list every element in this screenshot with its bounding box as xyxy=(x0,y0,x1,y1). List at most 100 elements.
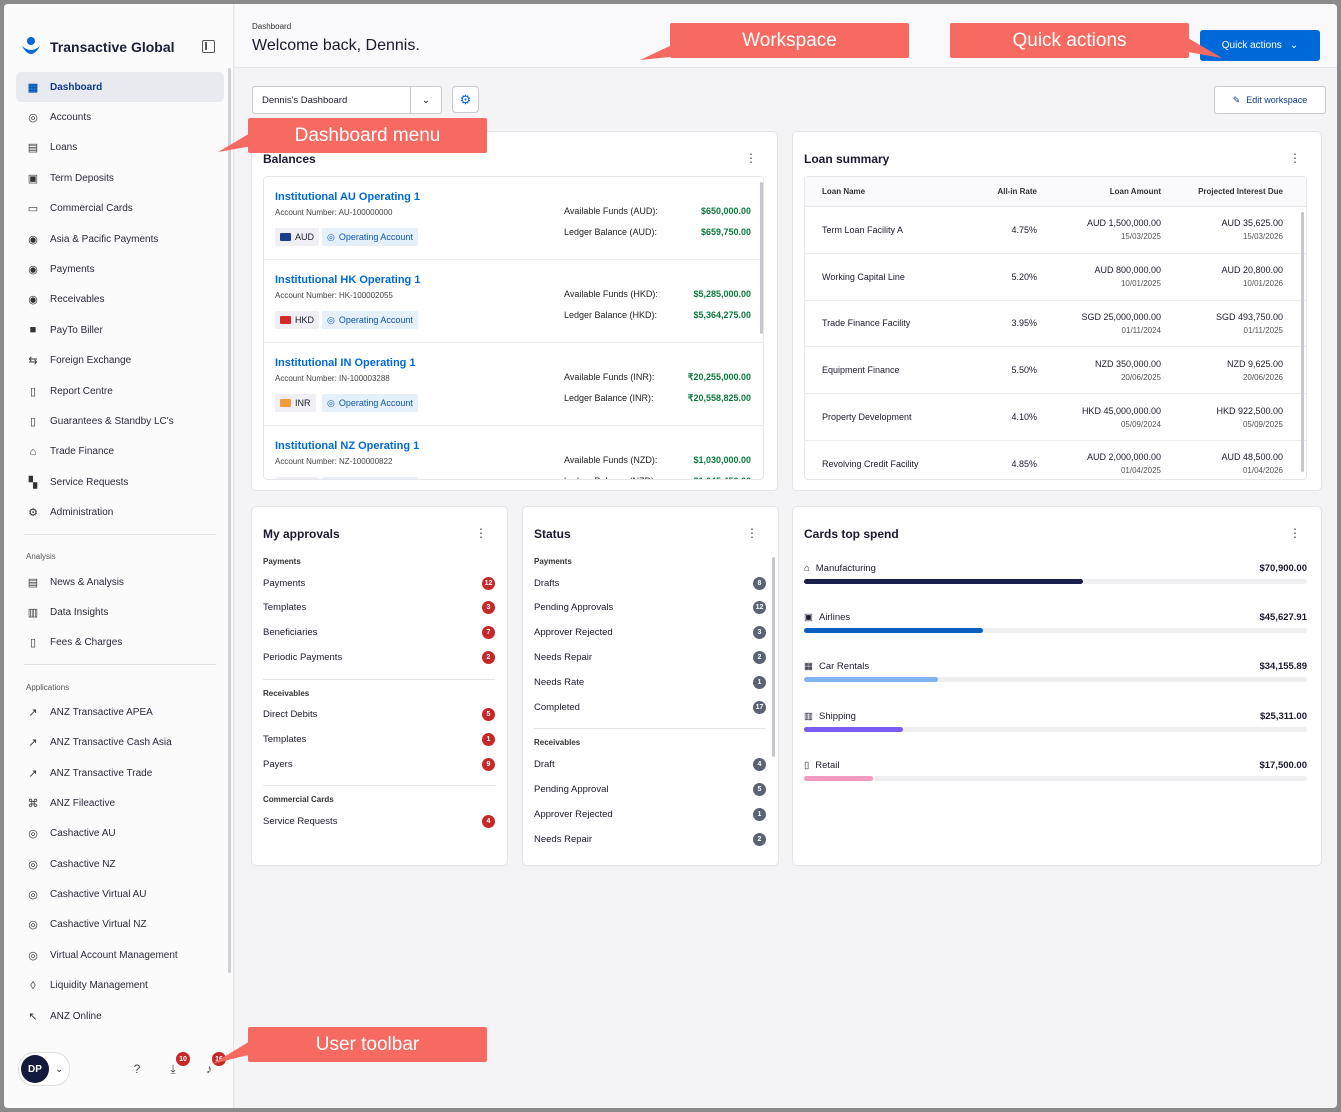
sidebar-item-receivables[interactable]: ◉ Receivables xyxy=(16,285,224,315)
account-name-link[interactable]: Institutional HK Operating 1 xyxy=(275,274,421,286)
column-header[interactable]: Projected Interest Due xyxy=(1198,187,1283,196)
sidebar-item-foreign-exchange[interactable]: ⇆ Foreign Exchange xyxy=(16,346,224,376)
breadcrumb[interactable]: Dashboard xyxy=(252,22,292,31)
user-menu-button[interactable]: DP ⌄ xyxy=(18,1052,71,1086)
account-name-link[interactable]: Institutional AU Operating 1 xyxy=(275,191,421,203)
spend-row[interactable]: ▣ Airlines $45,627.91 xyxy=(804,612,1307,652)
sidebar-item-anz-online[interactable]: ↖ ANZ Online xyxy=(16,1001,224,1031)
table-row[interactable]: Term Loan Facility A 4.75% AUD 1,500,000.0… xyxy=(805,207,1306,254)
brand[interactable]: Transactive Global xyxy=(20,36,175,58)
more-options-icon[interactable]: ⋮ xyxy=(1289,151,1301,165)
account-row[interactable]: Institutional NZ Operating 1 Account Numb… xyxy=(264,426,763,479)
list-item[interactable]: Payers 9 xyxy=(263,754,495,774)
list-item[interactable]: Needs Rate 1 xyxy=(534,673,766,693)
sidebar-item-trade-finance[interactable]: ⌂ Trade Finance xyxy=(16,437,224,467)
workspace-select[interactable]: Dennis's Dashboard ⌄ xyxy=(252,86,442,114)
list-item[interactable]: Pending Approvals 12 xyxy=(534,598,766,618)
bell-icon[interactable]: ♪ xyxy=(206,1062,212,1076)
list-item[interactable]: Pending Approval 5 xyxy=(534,779,766,799)
sidebar-item-anz-transactive-apea[interactable]: ↗ ANZ Transactive APEA xyxy=(16,697,224,727)
loan-amount-date: 10/01/2025 xyxy=(1120,279,1161,289)
spend-row[interactable]: ▦ Car Rentals $34,155.89 xyxy=(804,661,1307,701)
balances-scrollbar[interactable] xyxy=(760,182,763,334)
sidebar-item-administration[interactable]: ⚙ Administration xyxy=(16,497,224,527)
sidebar-item-cashactive-nz[interactable]: ◎ Cashactive NZ xyxy=(16,849,224,879)
sidebar-item-report-centre[interactable]: ▯ Report Centre xyxy=(16,376,224,406)
more-options-icon[interactable]: ⋮ xyxy=(475,526,487,540)
spend-row[interactable]: ▥ Shipping $25,311.00 xyxy=(804,711,1307,751)
status-scrollbar[interactable] xyxy=(772,557,775,757)
loan-name: Trade Finance Facility xyxy=(822,318,911,329)
loan-scrollbar[interactable] xyxy=(1301,212,1304,472)
sidebar-item-payments[interactable]: ◉ Payments xyxy=(16,254,224,284)
sidebar-item-asia-pacific-payments[interactable]: ◉ Asia & Pacific Payments xyxy=(16,224,224,254)
list-item[interactable]: Drafts 8 xyxy=(534,573,766,593)
sidebar-item-anz-fileactive[interactable]: ⌘ ANZ Fileactive xyxy=(16,788,224,818)
sidebar-item-cashactive-virtual-au[interactable]: ◎ Cashactive Virtual AU xyxy=(16,879,224,909)
account-row[interactable]: Institutional AU Operating 1 Account Numb… xyxy=(264,177,763,260)
list-item[interactable]: Service Requests 4 xyxy=(263,811,495,831)
list-item[interactable]: Templates 1 xyxy=(263,730,495,750)
list-item[interactable]: Needs Repair 2 xyxy=(534,648,766,668)
edit-workspace-button[interactable]: ✎ Edit workspace xyxy=(1214,86,1326,114)
column-header[interactable]: Loan Amount xyxy=(1109,187,1161,196)
spend-row[interactable]: ⌂ Manufacturing $70,900.00 xyxy=(804,563,1307,603)
account-name-link[interactable]: Institutional NZ Operating 1 xyxy=(275,440,420,452)
workspace-callout: Workspace xyxy=(670,23,909,58)
loan-amount: AUD 2,000,000.00 xyxy=(1086,452,1161,463)
sidebar-item-accounts[interactable]: ◎ Accounts xyxy=(16,102,224,132)
sidebar-item-liquidity-management[interactable]: ◊ Liquidity Management xyxy=(16,971,224,1001)
list-item-label: Payers xyxy=(263,758,293,770)
column-header[interactable]: All-in Rate xyxy=(997,187,1037,196)
sidebar-item-term-deposits[interactable]: ▣ Term Deposits xyxy=(16,163,224,193)
list-item[interactable]: Approver Rejected 3 xyxy=(534,623,766,643)
list-item[interactable]: Templates 3 xyxy=(263,598,495,618)
collapse-sidebar-icon[interactable] xyxy=(202,40,215,53)
download-icon[interactable]: ⤓ xyxy=(170,1061,176,1076)
sidebar-item-guarantees-standby-lc-s[interactable]: ▯ Guarantees & Standby LC's xyxy=(16,406,224,436)
sidebar-item-payto-biller[interactable]: ■ PayTo Biller xyxy=(16,315,224,345)
table-row[interactable]: Equipment Finance 5.50% NZD 350,000.00 20/0… xyxy=(805,347,1306,395)
sidebar-item-commercial-cards[interactable]: ▭ Commercial Cards xyxy=(16,194,224,224)
account-name-link[interactable]: Institutional IN Operating 1 xyxy=(275,357,416,369)
list-item[interactable]: Draft 4 xyxy=(534,754,766,774)
more-options-icon[interactable]: ⋮ xyxy=(745,151,757,165)
column-header[interactable]: Loan Name xyxy=(822,187,866,196)
sidebar-item-dashboard[interactable]: ▦ Dashboard xyxy=(16,72,224,103)
list-item[interactable]: Completed 17 xyxy=(534,698,766,718)
cash-icon: ◎ xyxy=(28,889,38,902)
sidebar-item-fees-charges[interactable]: ▯ Fees & Charges xyxy=(16,628,224,658)
list-item-label: Service Requests xyxy=(263,815,338,827)
table-row[interactable]: Trade Finance Facility 3.95% SGD 25,000,00… xyxy=(805,301,1306,348)
sidebar-item-news-analysis[interactable]: ▤ News & Analysis xyxy=(16,567,224,597)
list-item[interactable]: Needs Repair 2 xyxy=(534,829,766,849)
spend-row[interactable]: ▯ Retail $17,500.00 xyxy=(804,760,1307,800)
bag-icon: ▯ xyxy=(804,759,810,771)
quick-actions-button[interactable]: Quick actions ⌄ xyxy=(1200,30,1320,61)
account-row[interactable]: Institutional HK Operating 1 Account Numb… xyxy=(264,260,763,343)
account-row[interactable]: Institutional IN Operating 1 Account Numb… xyxy=(264,343,763,426)
sidebar-item-loans[interactable]: ▤ Loans xyxy=(16,133,224,163)
list-item[interactable]: Approver Rejected 1 xyxy=(534,804,766,824)
sidebar-item-cashactive-virtual-nz[interactable]: ◎ Cashactive Virtual NZ xyxy=(16,910,224,940)
list-item[interactable]: Periodic Payments 2 xyxy=(263,648,495,668)
list-item[interactable]: Beneficiaries 7 xyxy=(263,623,495,643)
sidebar-scrollbar[interactable] xyxy=(228,68,231,973)
sidebar-item-anz-transactive-cash-asia[interactable]: ↗ ANZ Transactive Cash Asia xyxy=(16,727,224,757)
table-row[interactable]: Revolving Credit Facility 4.85% AUD 2,000,… xyxy=(805,441,1306,479)
sidebar-item-service-requests[interactable]: ▚ Service Requests xyxy=(16,467,224,497)
sidebar-item-label: Receivables xyxy=(50,294,105,306)
table-row[interactable]: Working Capital Line 5.20% AUD 800,000.00 1… xyxy=(805,254,1306,301)
sidebar-item-cashactive-au[interactable]: ◎ Cashactive AU xyxy=(16,819,224,849)
chevron-down-icon[interactable]: ⌄ xyxy=(410,87,441,113)
help-icon[interactable]: ? xyxy=(133,1062,141,1076)
sidebar-item-anz-transactive-trade[interactable]: ↗ ANZ Transactive Trade xyxy=(16,758,224,788)
table-row[interactable]: Property Development 4.10% HKD 45,000,000.… xyxy=(805,394,1306,441)
more-options-icon[interactable]: ⋮ xyxy=(746,526,758,540)
workspace-settings-icon[interactable]: ⚙ xyxy=(452,86,479,113)
list-item[interactable]: Payments 12 xyxy=(263,573,495,593)
list-item[interactable]: Direct Debits 5 xyxy=(263,705,495,725)
more-options-icon[interactable]: ⋮ xyxy=(1289,526,1301,540)
sidebar-item-data-insights[interactable]: ▥ Data Insights xyxy=(16,597,224,627)
sidebar-item-virtual-account-management[interactable]: ◎ Virtual Account Management xyxy=(16,940,224,970)
